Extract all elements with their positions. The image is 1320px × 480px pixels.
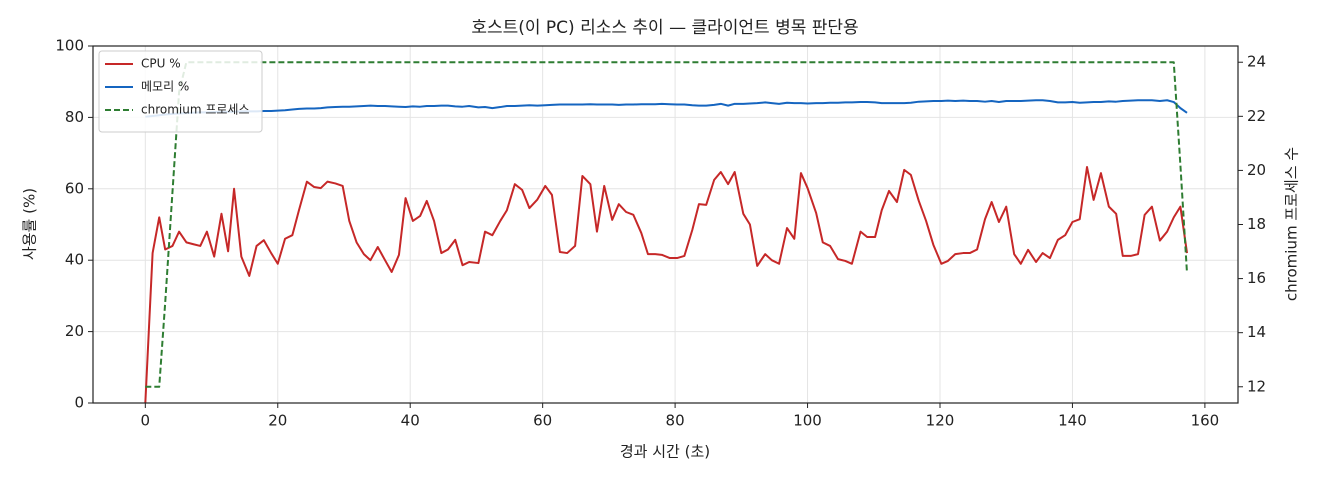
y-tick-label: 0 (74, 394, 84, 412)
x-tick-label: 100 (793, 412, 822, 430)
plot-frame (92, 45, 1239, 404)
x-tick-label: 40 (401, 412, 420, 430)
x-tick-label: 20 (268, 412, 287, 430)
y2-tick-label: 16 (1247, 269, 1266, 287)
y2-axis-label: chromium 프로세스 수 (1283, 147, 1301, 301)
y2-tick-label: 24 (1247, 53, 1266, 71)
x-tick-label: 140 (1058, 412, 1087, 430)
x-tick-label: 60 (533, 412, 552, 430)
x-tick-label: 120 (926, 412, 955, 430)
x-tick-label: 160 (1191, 412, 1220, 430)
y2-tick-label: 22 (1247, 107, 1266, 125)
x-axis-label: 경과 시간 (초) (620, 443, 710, 461)
x-tick-label: 80 (666, 412, 685, 430)
legend-box (98, 50, 263, 133)
y-tick-label: 80 (65, 108, 84, 126)
y-tick-label: 40 (65, 251, 84, 269)
y-tick-label: 20 (65, 322, 84, 340)
y2-tick-label: 14 (1247, 323, 1266, 341)
series-line (145, 99, 1188, 118)
y-tick-label: 60 (65, 179, 84, 197)
y2-tick-label: 12 (1247, 377, 1266, 395)
chart-title: 호스트(이 PC) 리소스 추이 — 클라이언트 병목 판단용 (471, 18, 858, 38)
y-tick-label: 100 (55, 37, 84, 55)
x-tick-label: 0 (141, 412, 151, 430)
y2-tick-label: 18 (1247, 215, 1266, 233)
y-axis-label: 사용률 (%) (21, 188, 39, 260)
series-line (144, 166, 1188, 404)
series-line (145, 61, 1189, 388)
legend-label: 메모리 % (141, 80, 189, 94)
legend-label: chromium 프로세스 (141, 103, 250, 117)
legend-label: CPU % (141, 57, 181, 71)
y2-tick-label: 20 (1247, 161, 1266, 179)
